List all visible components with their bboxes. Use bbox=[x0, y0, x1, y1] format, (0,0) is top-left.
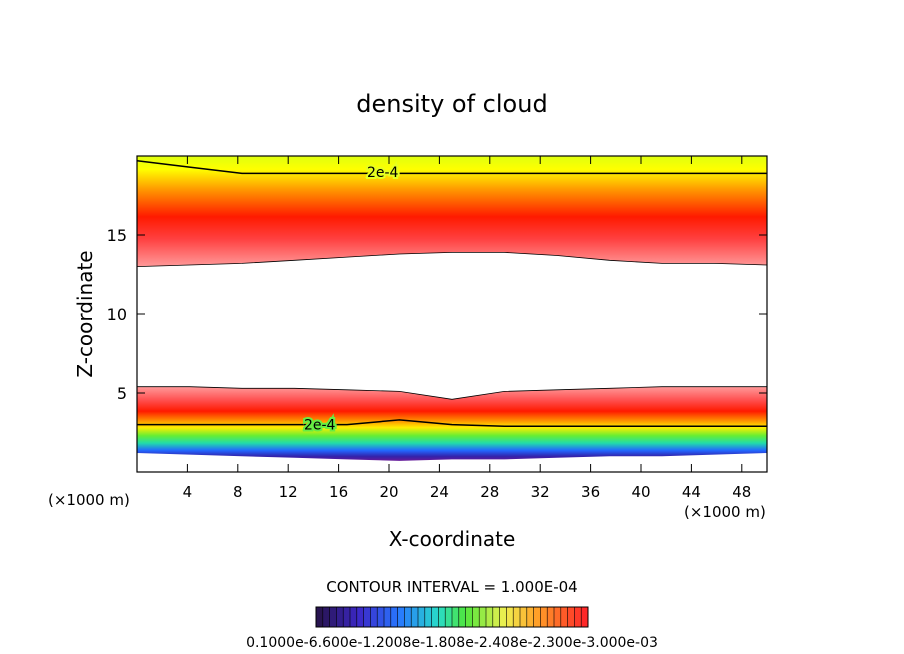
colorbar-cell bbox=[316, 607, 324, 627]
contour-line-lower bbox=[137, 419, 767, 427]
colorbar-cell bbox=[560, 607, 569, 627]
colorbar-cell bbox=[329, 607, 337, 627]
x-unit-label: (×1000 m) bbox=[684, 503, 766, 521]
x-axis-label: X-coordinate bbox=[389, 527, 516, 551]
contour-line-upper bbox=[137, 159, 767, 175]
colorbar-cell bbox=[492, 607, 501, 627]
x-tick-label-12: 12 bbox=[279, 483, 298, 501]
colorbar-cell bbox=[499, 607, 507, 627]
x-tick-label-48: 48 bbox=[732, 483, 751, 501]
colorbar-frame bbox=[315, 606, 589, 628]
colorbar-cell bbox=[384, 607, 392, 627]
colorbar-cell bbox=[370, 607, 378, 627]
x-tick-label-20: 20 bbox=[379, 483, 398, 501]
upper-cloud-layer bbox=[137, 156, 767, 267]
colorbar-cell bbox=[547, 607, 555, 627]
y-axis-label: Z-coordinate bbox=[73, 250, 97, 377]
x-tick-label-8: 8 bbox=[233, 483, 243, 501]
x-tick-label-44: 44 bbox=[682, 483, 701, 501]
y-tick-label-5: 5 bbox=[117, 384, 127, 403]
colorbar-cell bbox=[322, 607, 331, 627]
contour-label-1: 2e-4 bbox=[304, 418, 336, 434]
colorbar-cell bbox=[506, 607, 514, 627]
x-axis-ticks: 4 8 12 16 20 24 28 32 36 40 44 48 bbox=[183, 156, 751, 501]
colorbar-cell bbox=[452, 607, 460, 627]
colorbar-cell bbox=[404, 607, 412, 627]
colorbar-cell bbox=[520, 607, 528, 627]
lower-cloud-layer bbox=[137, 386, 767, 461]
colorbar-cell bbox=[458, 607, 467, 627]
colorbar-cell bbox=[526, 607, 535, 627]
colorbar-cell bbox=[356, 607, 365, 627]
y-unit-label: (×1000 m) bbox=[48, 491, 130, 509]
colorbar-cell bbox=[513, 607, 521, 627]
x-tick-label-4: 4 bbox=[183, 483, 193, 501]
colorbar-cell bbox=[418, 607, 426, 627]
x-tick-label-32: 32 bbox=[531, 483, 550, 501]
colorbar-cell bbox=[567, 607, 575, 627]
colorbar-cell bbox=[397, 607, 405, 627]
x-tick-label-40: 40 bbox=[631, 483, 650, 501]
x-tick-label-28: 28 bbox=[480, 483, 499, 501]
x-tick-label-16: 16 bbox=[329, 483, 348, 501]
colorbar-cell bbox=[411, 607, 419, 627]
colorbar-cell bbox=[343, 607, 351, 627]
colorbar-cell bbox=[533, 607, 541, 627]
colorbar-cell bbox=[581, 607, 589, 627]
contour-label-0: 2e-4 bbox=[367, 165, 399, 181]
contour-labels: 2e-4 2e-4 bbox=[302, 163, 401, 436]
x-tick-label-24: 24 bbox=[430, 483, 449, 501]
colorbar-cell bbox=[574, 607, 582, 627]
colorbar-cell bbox=[540, 607, 548, 627]
colorbar-cell bbox=[424, 607, 433, 627]
y-tick-label-10: 10 bbox=[107, 305, 127, 324]
colorbar bbox=[315, 606, 589, 628]
upper-layer-edge-contour bbox=[137, 252, 767, 267]
colorbar-cell bbox=[465, 607, 473, 627]
y-tick-label-15: 15 bbox=[107, 226, 127, 245]
colorbar-cell bbox=[438, 607, 446, 627]
colorbar-cell bbox=[377, 607, 385, 627]
colorbar-cell bbox=[390, 607, 399, 627]
y-axis-ticks: 5 10 15 bbox=[107, 226, 767, 403]
x-tick-label-36: 36 bbox=[581, 483, 600, 501]
colorbar-cell bbox=[486, 607, 494, 627]
colorbar-cell bbox=[445, 607, 453, 627]
colorbar-cell bbox=[363, 607, 371, 627]
colorbar-cell bbox=[431, 607, 439, 627]
lower-layer-edge-contour bbox=[137, 386, 767, 400]
colorbar-cell bbox=[472, 607, 480, 627]
colorbar-cell bbox=[336, 607, 344, 627]
colorbar-labels: 0.1000e-6.600e-1.2008e-1.808e-2.408e-2.3… bbox=[246, 635, 658, 651]
colorbar-cell bbox=[554, 607, 562, 627]
contour-interval-text: CONTOUR INTERVAL = 1.000E-04 bbox=[326, 578, 577, 596]
chart-title: density of cloud bbox=[356, 90, 547, 118]
colorbar-cell bbox=[479, 607, 487, 627]
colorbar-cell bbox=[350, 607, 358, 627]
